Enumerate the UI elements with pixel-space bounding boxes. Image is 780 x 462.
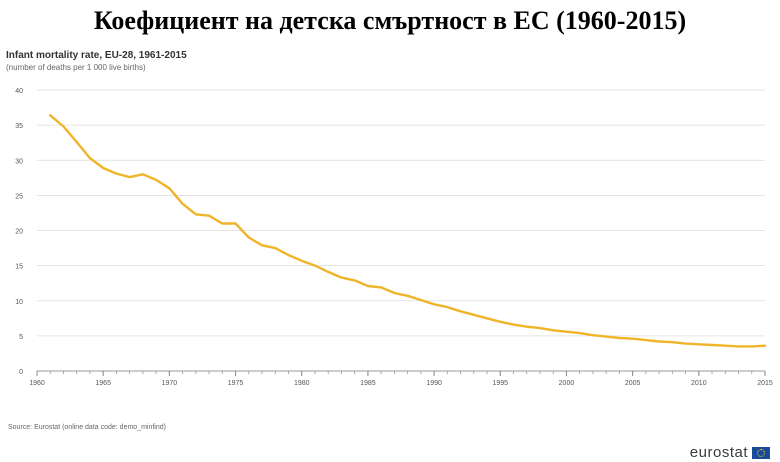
y-tick-label: 40 bbox=[15, 88, 23, 95]
data-point bbox=[618, 337, 620, 339]
data-point bbox=[142, 173, 144, 175]
data-point bbox=[181, 203, 183, 205]
data-point bbox=[764, 345, 766, 347]
eu-flag-icon bbox=[752, 446, 770, 459]
x-tick-label: 1995 bbox=[492, 380, 508, 387]
data-point bbox=[76, 141, 78, 143]
page-title: Коефициент на детска смъртност в ЕС (196… bbox=[93, 6, 687, 35]
data-point bbox=[605, 335, 607, 337]
data-point bbox=[248, 236, 250, 238]
line-chart: 0 5 10 15 20 25 30 35 40 1960 1965 1970 1975 1980 1985… bbox=[15, 88, 773, 387]
data-point bbox=[592, 334, 594, 336]
data-point bbox=[499, 321, 501, 323]
data-point bbox=[711, 344, 713, 346]
x-tick-label: 1980 bbox=[294, 380, 310, 387]
data-point bbox=[420, 299, 422, 301]
data-point bbox=[552, 329, 554, 331]
data-point bbox=[393, 292, 395, 294]
x-tick-label: 1965 bbox=[95, 380, 111, 387]
y-tick-label: 10 bbox=[15, 299, 23, 306]
data-point bbox=[102, 167, 104, 169]
data-point bbox=[49, 114, 51, 116]
data-point bbox=[340, 276, 342, 278]
chart-subtitle: (number of deaths per 1 000 live births) bbox=[6, 63, 146, 72]
data-point bbox=[698, 343, 700, 345]
y-tick-label: 5 bbox=[19, 334, 23, 341]
data-point bbox=[208, 215, 210, 217]
data-point bbox=[539, 327, 541, 329]
data-point bbox=[406, 295, 408, 297]
data-point bbox=[62, 125, 64, 127]
data-point bbox=[684, 342, 686, 344]
data-point bbox=[658, 340, 660, 342]
data-point bbox=[301, 260, 303, 262]
data-point bbox=[433, 303, 435, 305]
data-point bbox=[234, 222, 236, 224]
data-point bbox=[473, 314, 475, 316]
data-point bbox=[155, 179, 157, 181]
data-point bbox=[751, 345, 753, 347]
series-line bbox=[49, 114, 767, 348]
data-point bbox=[353, 279, 355, 281]
data-point bbox=[261, 244, 263, 246]
data-point bbox=[115, 172, 117, 174]
x-tick-label: 1975 bbox=[228, 380, 244, 387]
data-point bbox=[526, 326, 528, 328]
data-point bbox=[287, 254, 289, 256]
data-point bbox=[314, 264, 316, 266]
data-point bbox=[565, 330, 567, 332]
data-point bbox=[671, 341, 673, 343]
x-tick-label: 1970 bbox=[162, 380, 178, 387]
data-point bbox=[645, 339, 647, 341]
y-tick-label: 30 bbox=[15, 158, 23, 165]
data-point bbox=[737, 345, 739, 347]
data-point bbox=[168, 187, 170, 189]
data-point bbox=[327, 271, 329, 273]
x-tick-label: 1985 bbox=[360, 380, 376, 387]
y-tick-label: 0 bbox=[19, 369, 23, 376]
data-point bbox=[512, 323, 514, 325]
x-tick-label: 2015 bbox=[757, 380, 773, 387]
data-point bbox=[631, 337, 633, 339]
data-point bbox=[367, 285, 369, 287]
data-point bbox=[221, 222, 223, 224]
data-point bbox=[195, 213, 197, 215]
data-point bbox=[380, 286, 382, 288]
y-tick-label: 20 bbox=[15, 229, 23, 236]
data-point bbox=[89, 157, 91, 159]
x-tick-label: 1990 bbox=[426, 380, 442, 387]
data-point bbox=[128, 176, 130, 178]
data-point bbox=[446, 306, 448, 308]
data-point bbox=[578, 332, 580, 334]
x-tick-label: 2000 bbox=[559, 380, 575, 387]
y-tick-label: 25 bbox=[15, 193, 23, 200]
x-tick-label: 2005 bbox=[625, 380, 641, 387]
x-tick-label: 2010 bbox=[691, 380, 707, 387]
data-point bbox=[274, 247, 276, 249]
source-note: Source: Eurostat (online data code: demo… bbox=[8, 424, 166, 431]
data-point bbox=[459, 310, 461, 312]
y-tick-label: 35 bbox=[15, 123, 23, 130]
logo-text: eurostat bbox=[689, 444, 748, 461]
y-tick-label: 15 bbox=[15, 264, 23, 271]
chart-title: Infant mortality rate, EU-28, 1961-2015 bbox=[6, 50, 187, 61]
data-point bbox=[486, 317, 488, 319]
x-tick-label: 1960 bbox=[29, 380, 45, 387]
eurostat-logo: eurostat bbox=[690, 444, 770, 461]
data-point bbox=[724, 345, 726, 347]
